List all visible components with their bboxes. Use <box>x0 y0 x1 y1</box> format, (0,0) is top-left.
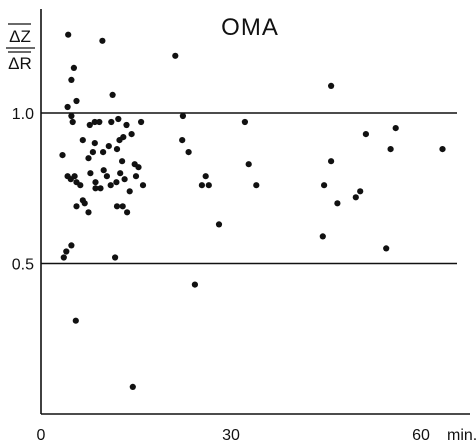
data-point <box>392 125 399 132</box>
data-point <box>121 176 128 183</box>
data-point <box>120 134 127 141</box>
data-point <box>124 209 131 216</box>
data-point <box>86 121 93 129</box>
data-point <box>60 254 67 261</box>
data-point <box>68 112 75 120</box>
data-point <box>113 146 121 153</box>
data-point <box>73 203 80 210</box>
data-point <box>68 76 75 83</box>
y-axis-label: ΔZ ΔR <box>6 23 35 73</box>
data-point <box>85 209 92 216</box>
data-point <box>109 91 116 98</box>
data-point <box>198 182 205 189</box>
data-point <box>91 140 98 147</box>
data-point <box>179 112 186 120</box>
y-label-denominator: ΔR <box>8 54 32 73</box>
data-point <box>71 173 78 180</box>
data-point <box>77 182 84 189</box>
data-point <box>72 317 79 324</box>
data-point <box>362 131 369 138</box>
data-point <box>91 118 98 126</box>
data-point <box>96 118 103 126</box>
data-point <box>100 167 107 174</box>
data-point <box>92 185 99 192</box>
data-point <box>334 200 341 207</box>
data-point <box>205 182 212 189</box>
data-point <box>191 281 198 288</box>
data-point <box>99 37 106 44</box>
data-point <box>92 179 99 186</box>
y-tick-label: 0.5 <box>12 257 34 274</box>
data-point <box>119 203 126 210</box>
data-point <box>65 31 72 38</box>
data-point <box>64 103 71 111</box>
data-point <box>103 173 110 180</box>
data-point <box>245 161 252 168</box>
data-point <box>115 115 122 123</box>
x-tick-label: 30 <box>222 427 240 444</box>
data-point <box>202 173 209 180</box>
data-point <box>119 158 126 165</box>
data-point <box>89 149 96 156</box>
data-point <box>79 137 86 144</box>
data-point <box>59 152 66 159</box>
data-point <box>253 182 260 189</box>
data-point <box>215 221 223 228</box>
data-point <box>241 118 248 126</box>
data-point <box>439 146 446 153</box>
data-point <box>70 64 77 71</box>
data-point <box>117 170 124 177</box>
data-point <box>81 200 88 207</box>
data-point <box>73 97 80 105</box>
chart-title: OMA <box>221 14 279 41</box>
data-point <box>107 182 114 189</box>
data-point <box>85 155 92 162</box>
data-point <box>352 194 359 201</box>
data-point <box>129 383 136 390</box>
data-point <box>139 182 147 189</box>
data-point <box>328 158 335 165</box>
data-point <box>68 242 75 249</box>
data-point <box>69 118 76 126</box>
y-tick-label: 1.0 <box>12 106 34 123</box>
data-point <box>113 203 121 210</box>
data-point <box>319 233 326 240</box>
data-point <box>138 118 145 126</box>
data-point <box>63 248 70 255</box>
data-point <box>132 173 140 180</box>
data-point <box>100 149 107 156</box>
data-point <box>97 185 104 192</box>
data-point <box>112 254 119 261</box>
data-point <box>383 245 390 252</box>
data-point <box>87 170 94 177</box>
x-tick-label: 60 <box>412 427 430 444</box>
data-point <box>185 149 192 156</box>
x-tick-label: 0 <box>37 427 46 444</box>
data-point <box>135 164 142 171</box>
data-point <box>113 179 120 186</box>
data-point <box>108 118 115 126</box>
data-point <box>105 143 112 150</box>
data-point <box>126 188 133 195</box>
data-point <box>179 137 186 144</box>
data-point <box>123 121 130 129</box>
data-point <box>328 82 335 89</box>
data-point <box>172 52 179 59</box>
x-unit-label: min. <box>447 427 476 444</box>
data-point <box>387 146 394 153</box>
data-point <box>321 182 328 189</box>
y-label-numerator: ΔZ <box>9 27 31 46</box>
data-point <box>357 188 364 195</box>
data-point <box>128 131 135 138</box>
